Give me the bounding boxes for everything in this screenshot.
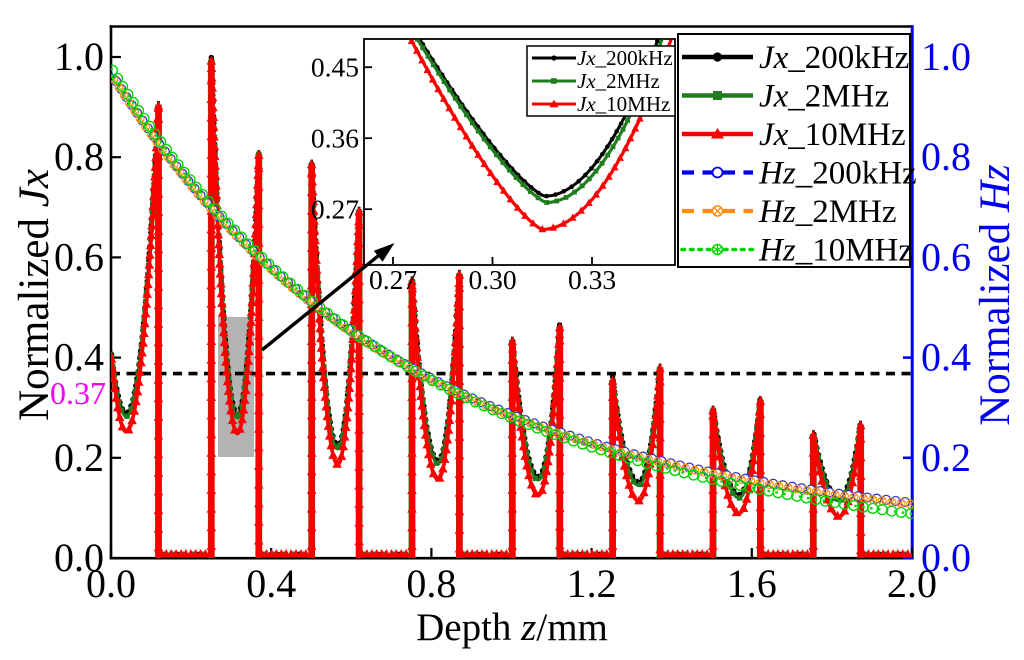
svg-text:0.2: 0.2	[54, 435, 104, 480]
svg-text:1.6: 1.6	[727, 561, 777, 606]
svg-text:0.4: 0.4	[246, 561, 296, 606]
svg-text:Normalized Jx: Normalized Jx	[11, 169, 58, 421]
svg-text:0.8: 0.8	[921, 134, 971, 179]
svg-text:Hz_200kHz: Hz_200kHz	[758, 156, 917, 192]
svg-text:Depth z/mm: Depth z/mm	[416, 606, 608, 649]
svg-text:0.27: 0.27	[369, 264, 417, 295]
svg-text:0.30: 0.30	[468, 264, 516, 295]
svg-text:0.37: 0.37	[50, 375, 106, 411]
svg-text:1.0: 1.0	[921, 34, 971, 79]
svg-text:Jx_2MHz: Jx_2MHz	[759, 79, 889, 115]
svg-text:0.4: 0.4	[921, 335, 971, 380]
svg-text:0.2: 0.2	[921, 435, 971, 480]
svg-text:0.6: 0.6	[921, 234, 971, 279]
svg-text:1.0: 1.0	[54, 34, 104, 79]
svg-text:Hz_10MHz: Hz_10MHz	[758, 233, 913, 269]
svg-text:0.8: 0.8	[406, 561, 456, 606]
svg-text:Jx_2MHz: Jx_2MHz	[577, 69, 660, 93]
svg-text:Jx_10MHz: Jx_10MHz	[759, 117, 906, 153]
svg-text:0.6: 0.6	[54, 234, 104, 279]
svg-text:Jx_200kHz: Jx_200kHz	[577, 46, 673, 70]
svg-text:Jx_10MHz: Jx_10MHz	[577, 92, 670, 116]
svg-text:0.36: 0.36	[311, 123, 359, 154]
svg-text:Jx_200kHz: Jx_200kHz	[759, 40, 909, 76]
svg-text:0.33: 0.33	[568, 264, 616, 295]
svg-text:Normalized Hz: Normalized Hz	[972, 164, 1019, 426]
svg-text:0.8: 0.8	[54, 134, 104, 179]
svg-text:Hz_2MHz: Hz_2MHz	[758, 194, 897, 230]
svg-text:0.45: 0.45	[311, 52, 359, 83]
svg-text:0.0: 0.0	[86, 561, 136, 606]
svg-text:1.2: 1.2	[567, 561, 617, 606]
svg-text:0.27: 0.27	[311, 194, 359, 225]
svg-text:0.4: 0.4	[54, 335, 104, 380]
svg-text:2.0: 2.0	[887, 561, 937, 606]
